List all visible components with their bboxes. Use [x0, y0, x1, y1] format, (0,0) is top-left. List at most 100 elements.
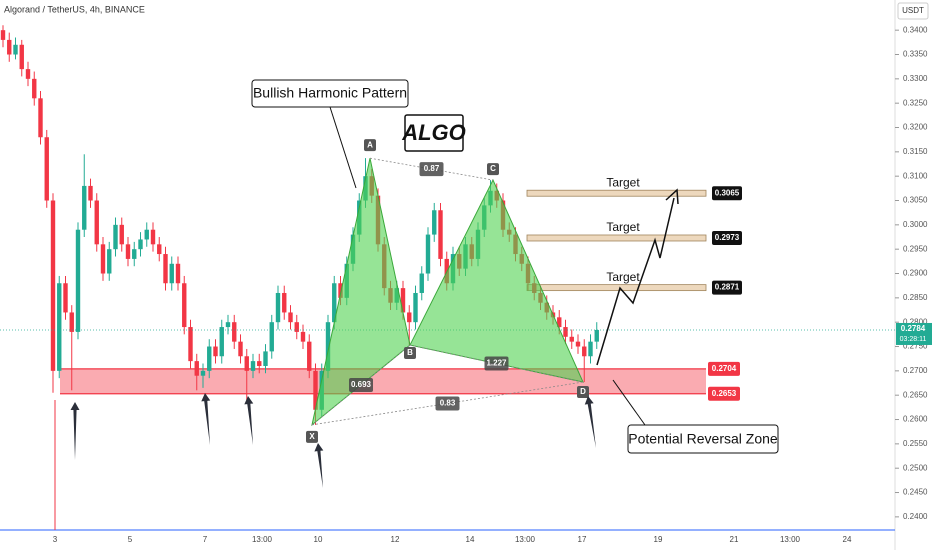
- candle-body: [94, 200, 99, 245]
- candle-body: [132, 249, 137, 259]
- candle-body: [582, 346, 587, 357]
- candle-body: [238, 341, 243, 357]
- pattern-point-label: A: [367, 140, 373, 149]
- candle-body: [594, 329, 599, 342]
- y-tick-label: 0.2650: [903, 390, 928, 399]
- x-tick-label: 17: [578, 535, 587, 544]
- candle-body: [325, 322, 331, 371]
- y-tick-label: 0.2950: [903, 244, 928, 253]
- y-tick-label: 0.2500: [903, 463, 928, 472]
- candle-body: [588, 341, 593, 357]
- candle-body: [175, 263, 181, 284]
- candle-body: [100, 244, 106, 274]
- candle-body: [275, 292, 281, 323]
- candle-body: [138, 239, 143, 250]
- candle-body: [432, 210, 437, 235]
- x-tick-label: 7: [203, 535, 208, 544]
- pattern-title: Bullish Harmonic Pattern: [253, 85, 407, 101]
- candle-body: [563, 327, 568, 337]
- y-tick-label: 0.2900: [903, 269, 928, 278]
- pattern-point-label: X: [309, 432, 315, 441]
- callout-box: [251, 79, 409, 108]
- y-tick-label: 0.2450: [903, 488, 928, 497]
- countdown: 03:28:11: [900, 336, 927, 343]
- y-tick-label: 0.2800: [903, 317, 928, 326]
- ratio-box: [435, 396, 460, 411]
- target-label: Target: [606, 220, 640, 234]
- target-price-box: [712, 280, 742, 295]
- candle-body: [32, 78, 37, 99]
- y-tick-label: 0.3150: [903, 147, 928, 156]
- candle-body: [207, 346, 212, 371]
- last-price-label: 0.2784: [901, 324, 926, 333]
- candle-body: [38, 98, 43, 138]
- x-tick-label: 19: [654, 535, 663, 544]
- ratio-box: [349, 377, 373, 392]
- pattern-point: [364, 139, 376, 152]
- y-tick-label: 0.3000: [903, 220, 928, 229]
- pointer-arrow: [314, 443, 324, 488]
- y-tick-label: 0.2600: [903, 415, 928, 424]
- candle-body: [263, 351, 268, 366]
- pointer-arrow: [244, 396, 254, 445]
- y-tick-label: 0.3100: [903, 171, 928, 180]
- candle-body: [288, 312, 293, 323]
- target-label: Target: [606, 270, 640, 284]
- candle-body: [75, 229, 81, 332]
- candle-body: [282, 292, 287, 313]
- y-tick-label: 0.3400: [903, 25, 928, 34]
- pattern-point: [487, 163, 499, 176]
- candle-body: [0, 30, 6, 40]
- pattern-point: [306, 430, 318, 443]
- candle-body: [438, 210, 443, 259]
- y-tick-label: 0.3300: [903, 74, 928, 83]
- chart-title: Algorand / TetherUS, 4h, BINANCE: [4, 4, 145, 14]
- last-price-box: [896, 322, 932, 345]
- zone-label: Potential Reversal Zone: [628, 431, 778, 447]
- candle-body: [300, 331, 306, 342]
- x-tick-label: 10: [314, 535, 323, 544]
- candle-body: [419, 273, 424, 293]
- candle-body: [194, 361, 199, 376]
- x-tick-label: 3: [53, 535, 58, 544]
- zone-price-box: [708, 361, 740, 376]
- candle-body: [182, 283, 187, 328]
- candle-body: [269, 322, 274, 352]
- target-label: Target: [606, 175, 640, 189]
- candle-body: [413, 292, 418, 323]
- ratio-box: [419, 162, 444, 177]
- candle-body: [338, 283, 343, 298]
- x-tick-label: 13:00: [252, 535, 273, 544]
- candle-body: [219, 327, 224, 357]
- candle-body: [63, 283, 68, 313]
- candle-body: [25, 69, 31, 79]
- candle-body: [44, 137, 49, 201]
- target-price-label: 0.2973: [715, 233, 740, 242]
- target-band: [526, 189, 707, 197]
- y-tick-label: 0.2850: [903, 293, 928, 302]
- candle-body: [225, 322, 231, 328]
- candle-body: [332, 283, 337, 323]
- candle-body: [200, 370, 206, 376]
- candle-body: [144, 229, 149, 240]
- candle-body: [150, 229, 156, 245]
- candle-body: [82, 185, 87, 230]
- candle-body: [50, 200, 56, 371]
- currency: USDT: [902, 6, 924, 15]
- zone-price-box: [708, 386, 740, 401]
- target-price-box: [712, 186, 742, 201]
- pointer-arrow: [70, 402, 80, 460]
- pattern-point-label: D: [580, 387, 586, 396]
- target-price-label: 0.2871: [715, 283, 740, 292]
- candle-body: [69, 312, 74, 332]
- x-tick-label: 12: [391, 535, 400, 544]
- pointer-arrow: [584, 396, 596, 448]
- projection-arrowhead: [665, 188, 679, 205]
- y-tick-label: 0.3200: [903, 123, 928, 132]
- candle-body: [232, 322, 237, 342]
- x-tick-label: 5: [128, 535, 133, 544]
- candle-body: [169, 263, 174, 284]
- candle-body: [57, 283, 62, 371]
- pattern-point: [404, 347, 416, 360]
- candle-body: [163, 254, 168, 284]
